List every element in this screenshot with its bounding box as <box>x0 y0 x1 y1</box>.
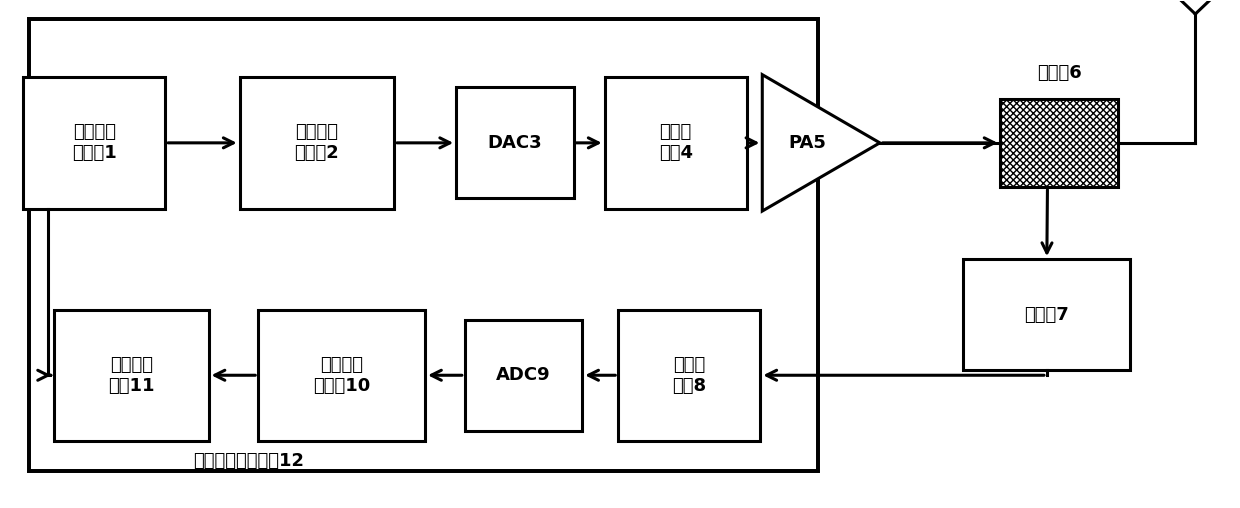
Bar <box>605 77 746 208</box>
Bar <box>465 320 583 431</box>
Polygon shape <box>763 75 880 211</box>
Text: DAC3: DAC3 <box>487 134 542 152</box>
Bar <box>29 19 818 471</box>
Text: 算法执行
单元11: 算法执行 单元11 <box>108 356 155 395</box>
Bar <box>619 309 760 441</box>
Text: 耦合器6: 耦合器6 <box>1037 65 1081 82</box>
Text: 基带信号
源单元1: 基带信号 源单元1 <box>72 123 117 162</box>
Bar <box>24 77 165 208</box>
Bar <box>456 87 574 199</box>
Bar <box>239 77 394 208</box>
Bar <box>963 259 1131 370</box>
Text: 下变频
单元8: 下变频 单元8 <box>672 356 707 395</box>
Bar <box>1001 99 1118 187</box>
Bar <box>55 309 208 441</box>
Text: 基带信号处理单元12: 基带信号处理单元12 <box>193 452 304 470</box>
Text: PA5: PA5 <box>787 134 826 152</box>
Text: 基带后处
理单元10: 基带后处 理单元10 <box>312 356 371 395</box>
Bar <box>258 309 425 441</box>
Text: 基带预处
理单元2: 基带预处 理单元2 <box>295 123 340 162</box>
Text: ADC9: ADC9 <box>496 366 551 384</box>
Text: 上变频
单元4: 上变频 单元4 <box>658 123 693 162</box>
Text: 衰减器7: 衰减器7 <box>1024 306 1069 324</box>
